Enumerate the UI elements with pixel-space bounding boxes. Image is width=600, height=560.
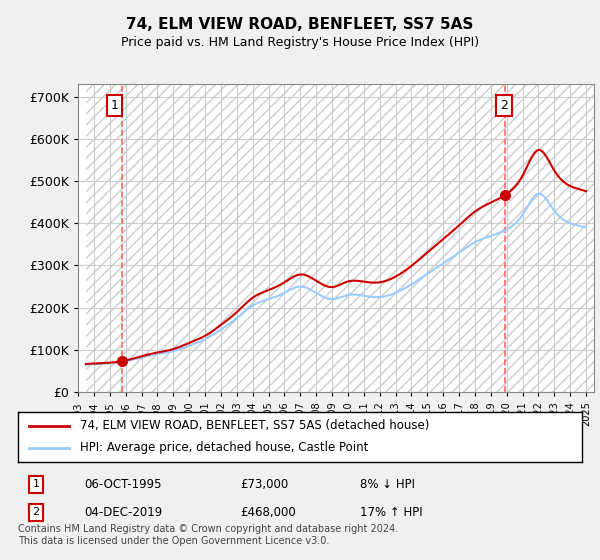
Text: HPI: Average price, detached house, Castle Point: HPI: Average price, detached house, Cast…: [80, 441, 368, 454]
Text: Price paid vs. HM Land Registry's House Price Index (HPI): Price paid vs. HM Land Registry's House …: [121, 36, 479, 49]
Text: 74, ELM VIEW ROAD, BENFLEET, SS7 5AS (detached house): 74, ELM VIEW ROAD, BENFLEET, SS7 5AS (de…: [80, 419, 430, 432]
Text: 04-DEC-2019: 04-DEC-2019: [84, 506, 162, 519]
Text: 1: 1: [32, 479, 40, 489]
Text: 1: 1: [110, 99, 119, 112]
Text: Contains HM Land Registry data © Crown copyright and database right 2024.
This d: Contains HM Land Registry data © Crown c…: [18, 524, 398, 546]
Text: 74, ELM VIEW ROAD, BENFLEET, SS7 5AS: 74, ELM VIEW ROAD, BENFLEET, SS7 5AS: [127, 17, 473, 32]
Text: 06-OCT-1995: 06-OCT-1995: [84, 478, 161, 491]
Text: 17% ↑ HPI: 17% ↑ HPI: [360, 506, 422, 519]
Text: 2: 2: [32, 507, 40, 517]
Text: 2: 2: [500, 99, 508, 112]
Text: £73,000: £73,000: [240, 478, 288, 491]
Text: £468,000: £468,000: [240, 506, 296, 519]
Text: 8% ↓ HPI: 8% ↓ HPI: [360, 478, 415, 491]
